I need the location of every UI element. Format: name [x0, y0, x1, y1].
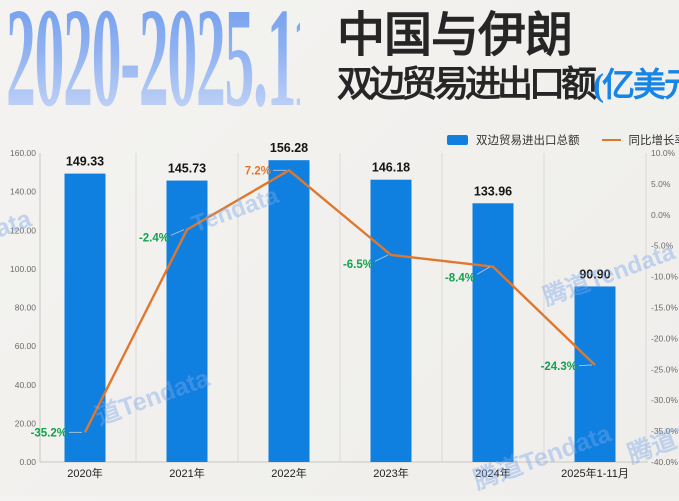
bar-2025年1-11月[interactable]: [575, 286, 616, 462]
bar-2022年[interactable]: [269, 160, 310, 462]
bar-value-label: 156.28: [270, 141, 308, 155]
growth-rate-label: -8.4%: [445, 273, 475, 285]
trade-chart: 160.00 140.00 120.00 100.00 80.00 60.00 40.00 2…: [0, 130, 679, 496]
right-axis-tick: -40.0%: [651, 457, 678, 467]
growth-rate-label: -35.2%: [31, 427, 67, 439]
right-axis-tick: -20.0%: [651, 333, 678, 343]
subtitle-text: 双边贸易进出口额: [337, 64, 593, 104]
bar-value-label: 146.18: [372, 161, 410, 175]
title-block: 中国与伊朗 双边贸易进出口额(亿美元): [337, 8, 679, 104]
right-axis-tick: -30.0%: [651, 395, 678, 405]
x-axis-label-2024年: 2024年: [475, 466, 510, 480]
chart-canvas: 160.00 140.00 120.00 100.00 80.00 60.00 40.00 2…: [0, 130, 679, 496]
x-axis-label-2020年: 2020年: [67, 466, 102, 480]
right-axis-tick: 0.0%: [651, 210, 671, 220]
left-axis-tick: 160.00: [10, 148, 36, 158]
x-axis-label-2022年: 2022年: [271, 466, 306, 480]
page-subtitle: 双边贸易进出口额(亿美元): [337, 65, 679, 105]
right-axis-tick: 5.0%: [651, 179, 671, 189]
left-axis-tick: 60.00: [15, 341, 37, 351]
bar-value-label: 90.90: [579, 267, 610, 281]
page-title: 中国与伊朗: [337, 8, 679, 65]
bar-value-label: 149.33: [66, 155, 104, 169]
growth-rate-label: 7.2%: [245, 165, 271, 177]
bar-2024年[interactable]: [473, 203, 514, 462]
left-axis-tick: 40.00: [15, 380, 37, 390]
bar-2020年[interactable]: [65, 174, 106, 462]
left-axis-tick: 0.00: [19, 457, 36, 467]
right-axis-tick: 10.0%: [651, 148, 676, 158]
bar-2023年[interactable]: [371, 180, 412, 462]
growth-rate-label: -24.3%: [541, 361, 577, 373]
right-axis-tick: -10.0%: [651, 272, 678, 282]
subtitle-unit: (亿美元): [593, 68, 679, 104]
left-axis-tick: 80.00: [15, 303, 37, 313]
left-axis-tick: 120.00: [10, 225, 36, 235]
right-axis-tick: -5.0%: [651, 241, 674, 251]
x-axis-label-2021年: 2021年: [169, 466, 204, 480]
bar-value-label: 133.96: [474, 184, 512, 198]
right-axis-tick: -35.0%: [651, 426, 678, 436]
right-axis-tick: -25.0%: [651, 364, 678, 374]
left-axis-tick: 140.00: [10, 187, 36, 197]
right-axis-tick: -15.0%: [651, 303, 678, 313]
growth-rate-label: -2.4%: [139, 233, 169, 245]
bar-2021年[interactable]: [167, 181, 208, 462]
title-year-range: 2020-2025.11: [6, 0, 300, 128]
left-axis-tick: 100.00: [10, 264, 36, 274]
x-axis-label-2025年1-11月: 2025年1-11月: [561, 466, 629, 480]
x-axis-label-2023年: 2023年: [373, 466, 408, 480]
growth-rate-label: -6.5%: [343, 259, 373, 271]
bar-value-label: 145.73: [168, 162, 206, 176]
